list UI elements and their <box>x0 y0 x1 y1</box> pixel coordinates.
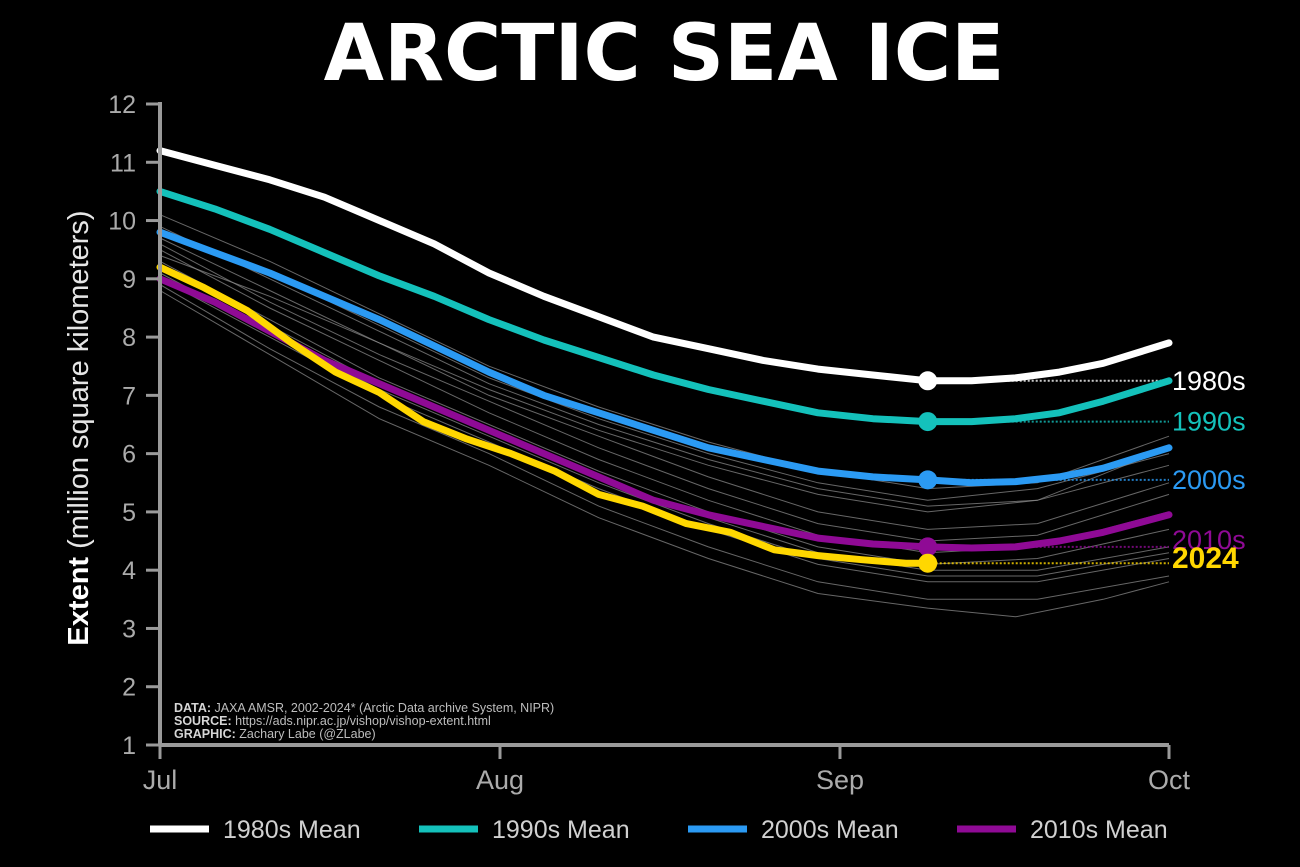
y-tick-label-8: 8 <box>122 324 136 352</box>
legend-label-2000s: 2000s Mean <box>761 816 899 844</box>
y-tick-label-1: 1 <box>122 732 136 760</box>
marker-1980s <box>918 371 938 391</box>
credit-source-text: https://ads.nipr.ac.jp/vishop/vishop-ext… <box>232 714 491 728</box>
x-tick-label-Sep: Sep <box>816 765 864 795</box>
y-axis-label: Extent (million square kilometers) <box>63 210 95 645</box>
background-year-line-5 <box>159 260 1170 565</box>
series-line-1980s <box>156 147 1173 385</box>
credit-data-label: DATA: <box>174 701 211 715</box>
end-label-2024: 2024 <box>1172 542 1239 575</box>
end-label-2010s: 2010s <box>1172 525 1246 555</box>
legend-label-1990s: 1990s Mean <box>492 816 630 844</box>
series-line-2010s <box>156 275 1173 552</box>
marker-1990s <box>918 412 938 432</box>
y-axis-label-bold: Extent <box>63 557 95 646</box>
markers-group <box>918 371 938 573</box>
marker-2010s <box>918 537 938 557</box>
series-line-2024 <box>156 263 932 567</box>
y-tick-label-2: 2 <box>122 674 136 702</box>
y-axis-label-rest: (million square kilometers) <box>63 210 95 557</box>
x-tick-label-Oct: Oct <box>1148 765 1191 795</box>
y-tick-label-3: 3 <box>122 615 136 643</box>
series-line-1990s <box>156 187 1173 426</box>
credit-source-label: SOURCE: <box>174 714 232 728</box>
credits: DATA: JAXA AMSR, 2002-2024* (Arctic Data… <box>174 701 558 741</box>
background-year-line-8 <box>159 284 1170 600</box>
marker-2024 <box>918 553 938 573</box>
series-lines-group <box>156 147 1173 567</box>
background-year-line-1 <box>159 225 1170 507</box>
y-tick-label-11: 11 <box>110 149 136 177</box>
x-tick-label-Aug: Aug <box>476 765 524 795</box>
y-tick-label-12: 12 <box>108 91 136 119</box>
background-year-line-9 <box>159 290 1170 618</box>
end-label-1990s: 1990s <box>1172 407 1246 437</box>
reference-lines-group <box>927 379 1169 565</box>
y-tick-label-9: 9 <box>122 266 136 294</box>
chart-title: ARCTIC SEA ICE <box>324 9 1005 99</box>
credit-data-text: JAXA AMSR, 2002-2024* (Arctic Data archi… <box>211 701 554 715</box>
legend: 1980s Mean 1990s Mean 2000s Mean 2010s Mean <box>150 816 1168 844</box>
y-tick-label-7: 7 <box>122 382 136 410</box>
y-tick-label-10: 10 <box>108 208 136 236</box>
end-label-1980s: 1980s <box>1172 366 1246 396</box>
credit-graphic-label: GRAPHIC: <box>174 727 236 741</box>
credit-graphic-text: Zachary Labe (@ZLabe) <box>236 727 376 741</box>
legend-label-1980s: 1980s Mean <box>223 816 361 844</box>
end-label-2000s: 2000s <box>1172 465 1246 495</box>
y-tick-label-5: 5 <box>122 499 136 527</box>
y-tick-label-6: 6 <box>122 441 136 469</box>
y-tick-label-4: 4 <box>122 557 136 585</box>
background-year-line-2 <box>159 237 1170 530</box>
marker-2000s <box>918 470 938 490</box>
background-year-line-3 <box>159 243 1170 542</box>
x-tick-label-Jul: Jul <box>143 765 178 795</box>
series-line-2000s <box>156 228 1173 487</box>
background-year-line-10 <box>159 255 1170 513</box>
legend-label-2010s: 2010s Mean <box>1030 816 1168 844</box>
